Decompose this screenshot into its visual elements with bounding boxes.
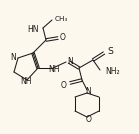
Text: N: N: [67, 57, 73, 66]
Text: N: N: [10, 53, 16, 62]
Text: HN: HN: [28, 25, 39, 34]
Text: N: N: [85, 87, 91, 96]
Text: O: O: [86, 114, 92, 124]
Text: NH₂: NH₂: [105, 66, 120, 75]
Text: S: S: [107, 47, 113, 57]
Text: CH₃: CH₃: [55, 16, 68, 22]
Text: NH: NH: [20, 77, 32, 87]
Text: O: O: [60, 33, 66, 42]
Text: O: O: [61, 81, 67, 90]
Text: NH: NH: [48, 66, 60, 75]
